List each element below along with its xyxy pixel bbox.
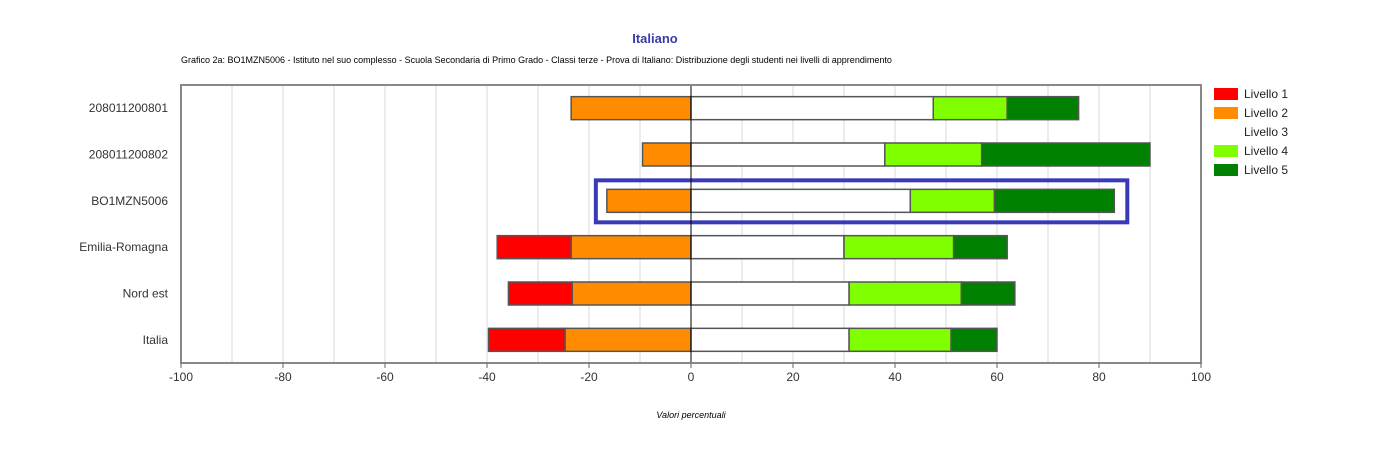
x-tick-label: -80: [274, 370, 292, 384]
bar-livello-5: [950, 327, 998, 353]
legend-label: Livello 2: [1244, 105, 1289, 120]
x-tick-label: 80: [1092, 370, 1106, 384]
bar-livello-2: [571, 281, 692, 306]
bar-livello-4: [848, 281, 963, 306]
bar-livello-2: [570, 95, 692, 121]
bar-livello-2: [606, 188, 692, 214]
bar-livello-3: [690, 142, 886, 167]
y-tick-label: 208011200802: [89, 148, 169, 162]
bar-livello-5: [952, 234, 1008, 260]
legend-entry: Livello 2: [1214, 103, 1288, 122]
y-tick-label: BO1MZN5006: [91, 194, 168, 208]
x-tick-label: 20: [786, 370, 800, 384]
bar-livello-4: [848, 327, 952, 353]
bar-livello-2: [641, 142, 692, 167]
legend: Livello 1 Livello 2 Livello 3 Livello 4 Live…: [1214, 84, 1288, 179]
y-tick-label: 208011200801: [89, 101, 169, 115]
x-tick-label: -40: [478, 370, 496, 384]
bar-livello-5: [1006, 95, 1080, 121]
x-tick-label: 40: [888, 370, 902, 384]
legend-swatch: [1214, 125, 1238, 138]
legend-entry: Livello 4: [1214, 141, 1288, 160]
legend-label: Livello 4: [1244, 143, 1289, 158]
x-tick-label: 60: [990, 370, 1004, 384]
bar-livello-5: [980, 142, 1151, 167]
x-tick-label: 0: [688, 370, 695, 384]
bar-livello-5: [960, 281, 1016, 306]
bar-livello-3: [690, 281, 850, 306]
y-tick-label: Emilia-Romagna: [79, 240, 168, 254]
legend-entry: Livello 5: [1214, 160, 1288, 179]
highlight-box: [593, 178, 1130, 225]
legend-label: Livello 5: [1244, 162, 1289, 177]
bar-livello-3: [690, 234, 845, 260]
legend-swatch: [1214, 144, 1238, 157]
legend-entry: Livello 3: [1214, 122, 1288, 141]
bar-livello-4: [843, 234, 955, 260]
legend-swatch: [1214, 163, 1238, 176]
chart-subtitle: Grafico 2a: BO1MZN5006 - Istituto nel su…: [181, 55, 892, 65]
bar-livello-1: [496, 234, 572, 260]
x-tick-label: -60: [376, 370, 394, 384]
bar-livello-3: [690, 188, 912, 214]
bar-livello-5: [993, 188, 1116, 214]
legend-label: Livello 3: [1244, 124, 1289, 139]
bar-livello-4: [884, 142, 983, 167]
y-tick-label: Nord est: [123, 287, 169, 301]
legend-entry: Livello 1: [1214, 84, 1288, 103]
legend-label: Livello 1: [1244, 86, 1289, 101]
x-tick-label: -100: [169, 370, 193, 384]
y-tick-label: Italia: [143, 333, 169, 347]
x-axis-label: Valori percentuali: [656, 410, 726, 420]
bar-livello-2: [570, 234, 692, 260]
bar-livello-4: [932, 95, 1008, 121]
bar-livello-3: [690, 327, 850, 353]
bar-livello-2: [564, 327, 692, 353]
bar-livello-3: [690, 95, 934, 121]
chart-title: Italiano: [632, 31, 678, 46]
bar-livello-1: [507, 281, 573, 306]
legend-swatch: [1214, 87, 1238, 100]
x-tick-label: -20: [580, 370, 598, 384]
x-tick-label: 100: [1191, 370, 1211, 384]
legend-swatch: [1214, 106, 1238, 119]
bar-livello-4: [909, 188, 996, 214]
bar-livello-1: [487, 327, 566, 353]
